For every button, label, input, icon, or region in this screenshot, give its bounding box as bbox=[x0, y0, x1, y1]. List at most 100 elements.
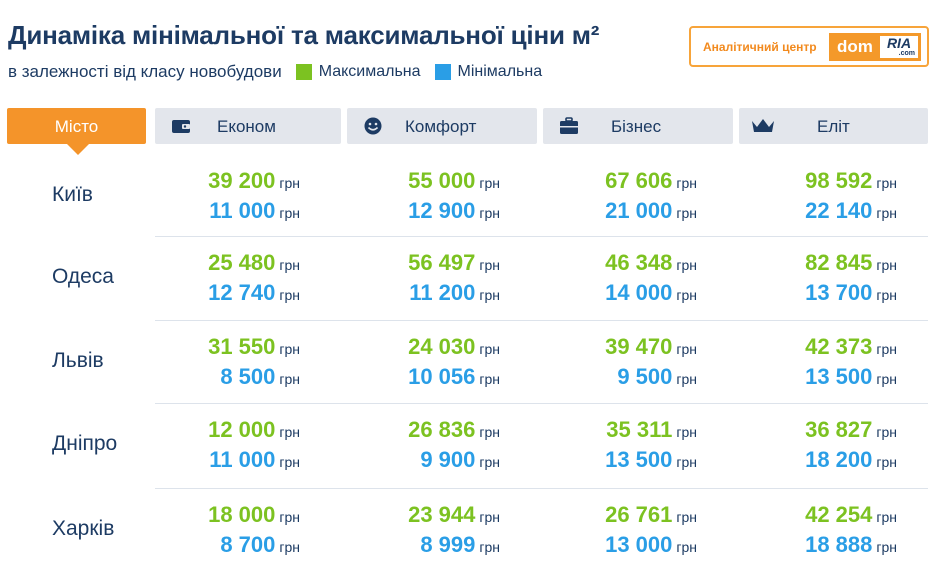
max-price: 36 827 грн bbox=[697, 417, 897, 443]
price-unit: грн bbox=[279, 287, 300, 303]
price-value: 23 944 bbox=[408, 502, 476, 527]
min-price: 14 000 грн bbox=[497, 280, 697, 306]
price-value: 18 888 bbox=[805, 532, 873, 557]
price-value: 39 200 bbox=[208, 168, 276, 193]
min-price: 13 700 грн bbox=[697, 280, 897, 306]
city-name: Львів bbox=[52, 349, 104, 372]
brand-logo: dom RIA .com bbox=[829, 33, 921, 61]
price-value: 11 000 bbox=[209, 447, 276, 472]
price-value: 36 827 bbox=[805, 417, 873, 442]
price-unit: грн bbox=[876, 539, 897, 555]
page-subtitle: в залежності від класу новобудови Максим… bbox=[8, 62, 542, 82]
city-header-label: Місто bbox=[54, 117, 99, 136]
max-price: 55 000 грн bbox=[300, 168, 500, 194]
city-column-header[interactable]: Місто bbox=[7, 108, 146, 155]
min-price: 11 000 грн bbox=[100, 447, 300, 473]
price-unit: грн bbox=[676, 371, 697, 387]
price-unit: грн bbox=[676, 205, 697, 221]
legend-max-swatch bbox=[295, 64, 312, 80]
price-value: 39 470 bbox=[605, 334, 673, 359]
price-value: 12 740 bbox=[208, 280, 276, 305]
price-value: 25 480 bbox=[208, 250, 276, 275]
header-pointer-arrow bbox=[67, 144, 89, 155]
max-price: 56 497 грн bbox=[300, 250, 500, 276]
price-unit: грн bbox=[676, 424, 697, 440]
price-unit: грн bbox=[676, 539, 697, 555]
column-header-econom[interactable]: Економ bbox=[155, 108, 341, 144]
price-value: 8 999 bbox=[420, 532, 476, 557]
column-header-business[interactable]: Бізнес bbox=[543, 108, 733, 144]
min-price: 13 000 грн bbox=[497, 532, 697, 558]
price-unit: грн bbox=[876, 287, 897, 303]
min-price: 18 888 грн bbox=[697, 532, 897, 558]
column-header-comfort[interactable]: Комфорт bbox=[347, 108, 537, 144]
price-unit: грн bbox=[876, 175, 897, 191]
crown-icon bbox=[752, 119, 774, 132]
column-header-label: Бізнес bbox=[611, 117, 662, 136]
max-price: 31 550 грн bbox=[100, 334, 300, 360]
max-price: 23 944 грн bbox=[300, 502, 500, 528]
min-price: 10 056 грн bbox=[300, 364, 500, 390]
price-unit: грн bbox=[876, 424, 897, 440]
price-unit: грн bbox=[676, 509, 697, 525]
price-value: 12 900 bbox=[408, 198, 476, 223]
legend-max: Максимальна bbox=[295, 63, 421, 81]
price-value: 98 592 bbox=[805, 168, 873, 193]
page-title: Динаміка мінімальної та максимальної цін… bbox=[8, 20, 600, 50]
price-unit: грн bbox=[676, 341, 697, 357]
subtitle-text: в залежності від класу новобудови bbox=[8, 62, 282, 81]
price-unit: грн bbox=[279, 371, 300, 387]
brand-logo-dom: dom bbox=[837, 37, 873, 56]
price-unit: грн bbox=[479, 205, 500, 221]
min-price: 12 900 грн bbox=[300, 198, 500, 224]
price-unit: грн bbox=[479, 424, 500, 440]
max-price: 26 836 грн bbox=[300, 417, 500, 443]
price-unit: грн bbox=[479, 539, 500, 555]
price-value: 24 030 bbox=[408, 334, 476, 359]
brand-badge[interactable]: Аналітичний центр dom RIA .com bbox=[689, 26, 929, 67]
price-unit: грн bbox=[676, 454, 697, 470]
price-value: 22 140 bbox=[805, 198, 873, 223]
min-price: 8 999 грн bbox=[300, 532, 500, 558]
price-value: 8 700 bbox=[220, 532, 276, 557]
min-price: 12 740 грн bbox=[100, 280, 300, 306]
min-price: 11 000 грн bbox=[100, 198, 300, 224]
price-unit: грн bbox=[876, 509, 897, 525]
price-unit: грн bbox=[479, 341, 500, 357]
price-value: 67 606 bbox=[605, 168, 673, 193]
price-unit: грн bbox=[279, 205, 300, 221]
smiley-icon bbox=[364, 117, 382, 135]
price-unit: грн bbox=[676, 287, 697, 303]
price-value: 18 000 bbox=[208, 502, 276, 527]
max-price: 98 592 грн bbox=[697, 168, 897, 194]
max-price: 12 000 грн bbox=[100, 417, 300, 443]
row-divider bbox=[155, 320, 928, 321]
price-unit: грн bbox=[876, 205, 897, 221]
row-divider bbox=[155, 236, 928, 237]
legend-min-label: Мінімальна bbox=[457, 63, 543, 80]
price-value: 42 254 bbox=[805, 502, 873, 527]
price-unit: грн bbox=[479, 371, 500, 387]
price-value: 8 500 bbox=[220, 364, 276, 389]
min-price: 13 500 грн bbox=[497, 447, 697, 473]
price-unit: грн bbox=[479, 287, 500, 303]
price-value: 9 900 bbox=[420, 447, 476, 472]
price-unit: грн bbox=[279, 257, 300, 273]
max-price: 39 470 грн bbox=[497, 334, 697, 360]
column-header-elite[interactable]: Еліт bbox=[739, 108, 928, 144]
min-price: 21 000 грн bbox=[497, 198, 697, 224]
price-value: 13 500 bbox=[805, 364, 873, 389]
max-price: 46 348 грн bbox=[497, 250, 697, 276]
price-unit: грн bbox=[876, 371, 897, 387]
min-price: 9 900 грн bbox=[300, 447, 500, 473]
city-name: Одеса bbox=[52, 265, 114, 288]
price-value: 21 000 bbox=[605, 198, 673, 223]
max-price: 67 606 грн bbox=[497, 168, 697, 194]
max-price: 42 254 грн bbox=[697, 502, 897, 528]
price-value: 26 836 bbox=[408, 417, 476, 442]
legend-min: Мінімальна bbox=[434, 63, 543, 81]
min-price: 13 500 грн bbox=[697, 364, 897, 390]
row-divider bbox=[155, 488, 928, 489]
max-price: 26 761 грн bbox=[497, 502, 697, 528]
row-divider bbox=[155, 403, 928, 404]
